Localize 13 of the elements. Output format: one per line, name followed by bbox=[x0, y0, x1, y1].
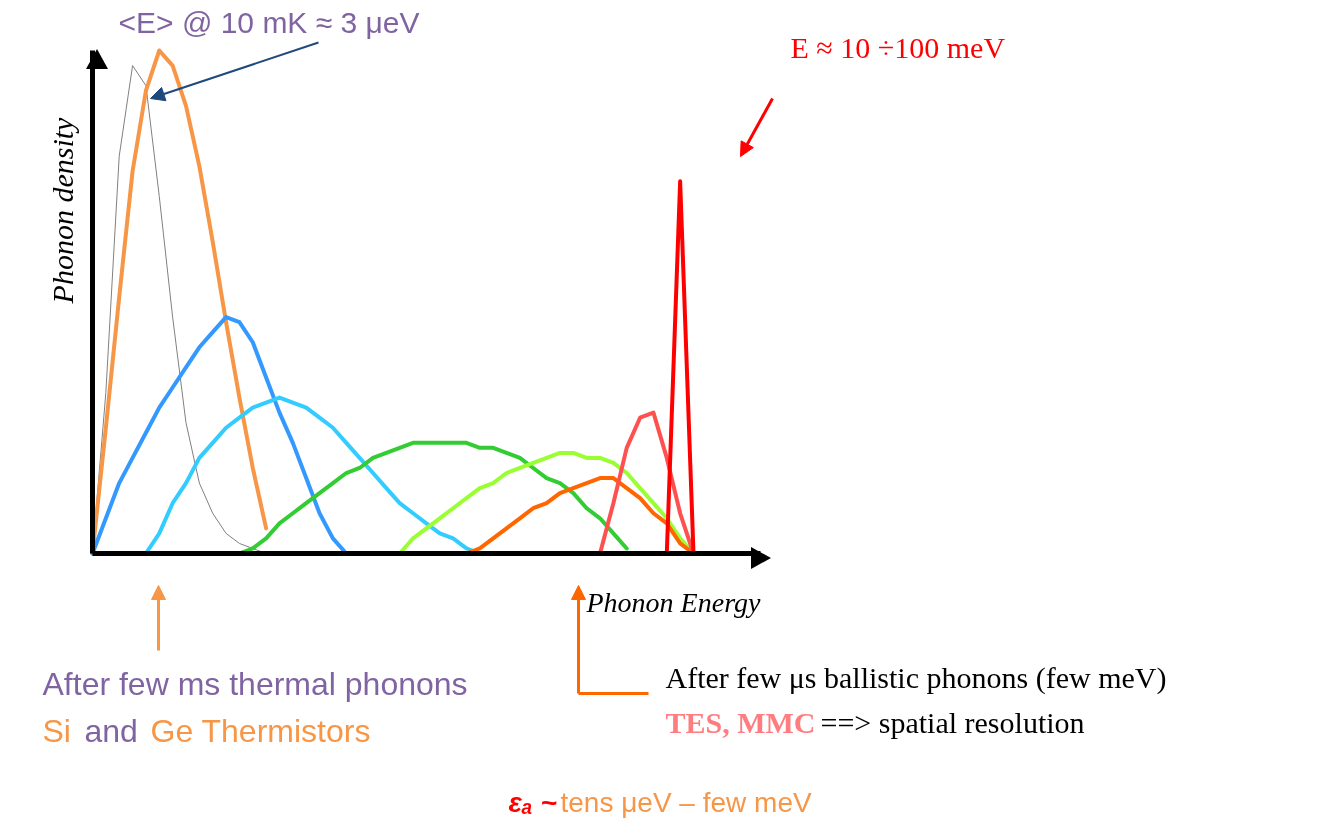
text: E ≈ 10 ÷100 meV bbox=[790, 31, 1006, 64]
text: After few ms thermal phonons bbox=[42, 665, 468, 702]
x-axis-title: Phonon Energy bbox=[585, 587, 761, 618]
text: tens μeV – few meV bbox=[560, 787, 812, 818]
text: εₐ ~ bbox=[508, 787, 557, 818]
text: ==> spatial resolution bbox=[820, 706, 1085, 739]
text: After few μs ballistic phonons (few meV) bbox=[665, 661, 1167, 695]
text: TES, MMC bbox=[665, 706, 816, 739]
y-axis-title: Phonon density bbox=[46, 116, 79, 305]
text: Ge Thermistors bbox=[150, 712, 371, 749]
text: and bbox=[84, 712, 138, 749]
text: Si bbox=[42, 712, 71, 749]
text: <E> @ 10 mK ≈ 3 μeV bbox=[118, 6, 420, 39]
